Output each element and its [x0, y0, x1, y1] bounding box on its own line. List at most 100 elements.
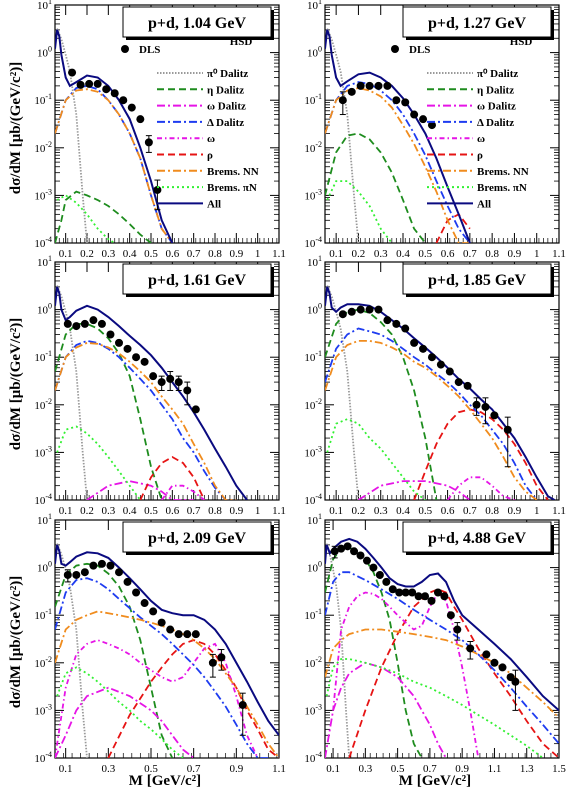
dls-point [365, 81, 374, 90]
x-tick-label: 0.5 [418, 248, 432, 260]
series-line-dalitz [55, 686, 195, 758]
x-tick-label: 0.6 [165, 248, 179, 260]
dls-point [68, 68, 77, 77]
dls-point [208, 658, 217, 667]
y-tick-label: 101 [307, 512, 322, 527]
series-group [325, 28, 471, 243]
series-line-s [55, 639, 259, 758]
dls-point [463, 381, 472, 390]
y-tick-label: 100 [307, 560, 322, 575]
series-group [325, 285, 555, 500]
panel-1-85: 10-4 10-3 10-2 10-1 100 101 0.1 0.2 0.3 0.4 0.5 0.6… [304, 254, 566, 517]
dls-point [414, 592, 423, 601]
series-line-dalitz [325, 81, 471, 243]
series-group [55, 28, 174, 243]
plot-frame [324, 4, 560, 244]
x-tick-label: 0.2 [352, 248, 366, 260]
series-line-brems-n [56, 194, 116, 243]
title-box [402, 6, 552, 38]
dls-point [350, 547, 359, 556]
dls-point [72, 322, 81, 331]
dls-point [140, 357, 149, 366]
legend-label-dalitz: η Dalitz [477, 84, 514, 96]
dls-point [395, 588, 404, 597]
x-tick-label: 0.4 [123, 505, 137, 517]
dls-point [347, 307, 356, 316]
x-tick-label: 0.7 [187, 763, 201, 775]
series-line-brems-nn [325, 340, 538, 500]
x-tick-label: 1 [534, 248, 540, 260]
series-line-s [107, 639, 279, 758]
dls-point [149, 372, 158, 381]
x-tick-label: 0.8 [485, 505, 499, 517]
series-line-dalitz [56, 543, 88, 758]
dls-point [183, 386, 192, 395]
dls-point [338, 96, 347, 105]
y-axis-label-top: dσ/dM [μb/(GeV/c²)] [8, 62, 24, 194]
x-tick-label: 0.1 [59, 248, 73, 260]
y-tick-label: 10-1 [304, 92, 322, 107]
dls-point [356, 305, 365, 314]
dls-point [383, 81, 392, 90]
dls-point [440, 592, 449, 601]
dls-point [392, 96, 401, 105]
panel-1-04: 10-4 10-3 10-2 10-1 100 101 0.1 0.2 0.3 0.4 0.5 0.6… [34, 0, 286, 260]
dls-point [191, 405, 200, 414]
panel-title: p+d, 1.61 GeV [148, 272, 246, 289]
legend-label-all: All [477, 198, 491, 210]
plot-frame [324, 519, 560, 759]
panel-title: p+d, 1.27 GeV [428, 15, 526, 32]
dls-point [115, 338, 123, 347]
legend-label-dalitz: π⁰ Dalitz [477, 68, 518, 80]
x-tick-label: 0.1 [59, 505, 73, 517]
dls-point [445, 367, 454, 376]
y-tick-label: 10-3 [34, 702, 52, 717]
panel-1-61: 10-4 10-3 10-2 10-1 100 101 0.1 0.2 0.3 0.4 0.5 0.6… [34, 254, 286, 517]
dls-point [374, 305, 383, 314]
x-tick-label: 0.2 [80, 248, 94, 260]
x-tick-label: 0.7 [463, 248, 477, 260]
x-tick-label: 0.7 [187, 505, 201, 517]
y-tick-label: 10-2 [34, 397, 52, 412]
legend-dls-marker [121, 45, 129, 53]
plot-frame [324, 261, 560, 501]
dls-point [76, 80, 85, 89]
x-tick-label: 1.1 [488, 763, 502, 775]
panel-4-88: 10-4 10-3 10-2 10-1 100 101 0.1 0.3 0.5 0.7 0.9 1.1… [304, 512, 566, 775]
dls-point [419, 344, 428, 353]
panel-title: p+d, 4.88 GeV [428, 530, 526, 547]
dls-point [392, 319, 401, 328]
dls-point [115, 568, 123, 577]
x-tick-label: 0.5 [391, 763, 405, 775]
dls-point [153, 185, 162, 194]
dls-point [421, 592, 430, 601]
y-tick-label: 101 [37, 0, 52, 12]
series-group [55, 543, 279, 758]
dls-point [410, 110, 419, 119]
dls-point [383, 316, 392, 325]
series-line-all [55, 29, 174, 243]
y-tick-label: 10-3 [34, 187, 52, 202]
legend-label-dalitz: η Dalitz [207, 84, 244, 96]
x-tick-label: 0.3 [101, 248, 115, 260]
x-tick-label: 0.4 [396, 505, 410, 517]
dls-points-group [63, 559, 247, 736]
legend-label-dalitz: ω Dalitz [207, 101, 246, 113]
legend-label-brems-nn: Brems. NN [207, 166, 259, 178]
x-tick-label: 0.9 [229, 763, 243, 775]
series-line-dalitz [326, 285, 360, 500]
y-tick-label: 10-1 [304, 607, 322, 622]
x-tick-label: 1.1 [272, 763, 286, 775]
dls-point [427, 353, 436, 362]
dls-points-group [338, 81, 436, 130]
dls-point [343, 542, 352, 551]
series-line-s [160, 484, 205, 500]
y-tick-label: 101 [307, 254, 322, 269]
series-line-s [139, 455, 206, 500]
dls-point [106, 330, 115, 339]
dls-point [490, 658, 499, 667]
series-line-dalitz [55, 577, 269, 758]
dls-point [106, 561, 115, 570]
dls-point [419, 115, 428, 124]
dls-point [388, 585, 397, 594]
